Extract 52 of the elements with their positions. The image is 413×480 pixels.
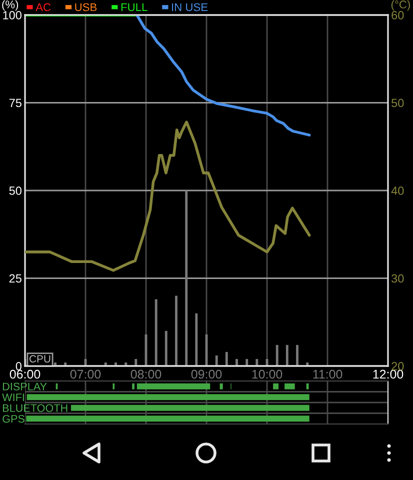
bar: [286, 344, 288, 366]
y2-tick-label: 20: [392, 362, 404, 370]
legend-label: IN USE: [172, 3, 208, 12]
x-tick-label: 12:00: [373, 370, 404, 379]
bar: [26, 394, 310, 400]
bar: [175, 296, 178, 366]
bar: [70, 404, 310, 411]
y2-tick-label: 50: [392, 98, 404, 108]
x-tick-label: 10:00: [252, 370, 282, 379]
x-tick-label: 07:00: [70, 370, 101, 379]
bar: [185, 190, 188, 366]
y-tick-label: BLUETOOTH: [2, 404, 68, 412]
bar: [26, 416, 310, 422]
legend-label: USB: [75, 3, 97, 12]
bar: [195, 313, 198, 366]
y-tick-label: 0: [16, 362, 22, 370]
series-label: CPU: [30, 355, 50, 363]
bar: [236, 358, 238, 366]
bar: [134, 358, 138, 366]
bar: [154, 299, 158, 366]
y2-tick-label: 30: [392, 274, 404, 283]
bar: [296, 344, 298, 366]
x-tick-label: 09:00: [191, 370, 222, 379]
bar: [136, 383, 210, 390]
y-axis-title: (%): [2, 0, 18, 11]
bar: [215, 355, 218, 366]
y-tick-label: 75: [9, 98, 22, 108]
bar: [284, 383, 295, 390]
bar: [225, 352, 228, 366]
bar: [246, 358, 248, 366]
line-series: [136, 15, 311, 136]
y-tick-label: 100: [3, 11, 22, 20]
bar: [276, 344, 278, 366]
bar: [273, 383, 278, 390]
y2-tick-label: 40: [391, 186, 404, 195]
y-tick-label: 50: [9, 186, 22, 195]
legend-label: AC: [36, 3, 51, 12]
y2-axis-title: (°C): [391, 0, 410, 11]
legend-label: FULL: [121, 3, 148, 12]
bar: [164, 330, 168, 366]
y2-tick-label: 60: [392, 11, 404, 20]
y-tick-label: 25: [9, 274, 22, 283]
x-tick-label: 11:00: [313, 370, 342, 379]
y-tick-label: WIFI: [2, 394, 24, 402]
bar: [220, 383, 223, 390]
x-tick-label: 06:00: [10, 370, 40, 379]
x-tick-label: 08:00: [130, 370, 162, 379]
y-tick-label: GPS: [2, 414, 24, 423]
bar: [256, 358, 258, 366]
line-series: [25, 120, 311, 272]
y-tick-label: DISPLAY: [2, 382, 47, 390]
bar: [132, 383, 135, 390]
